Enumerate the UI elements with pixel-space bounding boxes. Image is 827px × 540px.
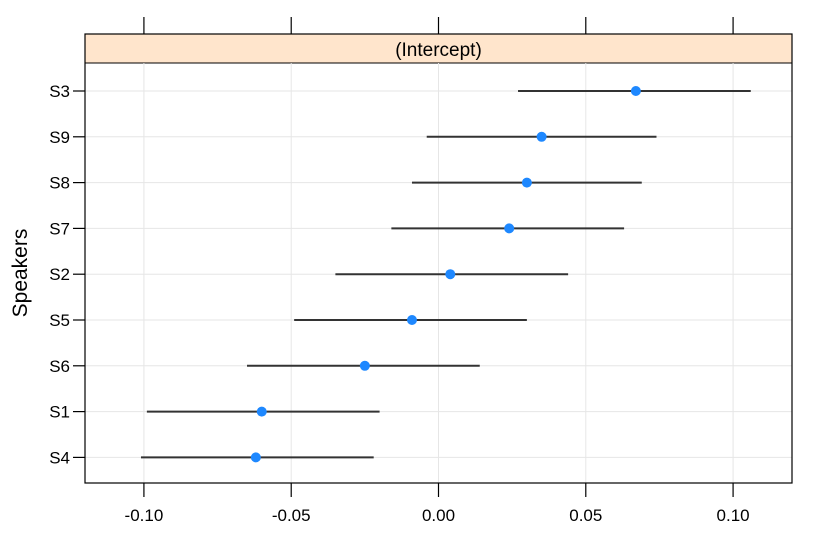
estimate-point	[630, 86, 641, 96]
estimate-point	[359, 360, 370, 371]
y-tick-label: S6	[49, 357, 70, 376]
y-axis-ticks	[73, 90, 85, 458]
estimate-point	[250, 452, 261, 463]
x-tick-label: 0.05	[569, 506, 602, 525]
estimate-point	[504, 223, 515, 234]
x-tick-label: -0.10	[125, 506, 164, 525]
top-axis-ticks	[143, 17, 734, 34]
y-tick-label: S7	[49, 219, 70, 238]
estimate-point	[406, 315, 417, 325]
y-tick-label: S8	[49, 174, 70, 193]
estimate-point	[521, 177, 532, 188]
estimate-point	[536, 131, 547, 142]
x-tick-labels: -0.10 -0.05 0.00 0.05 0.10	[125, 506, 750, 525]
y-axis-label: Speakers	[9, 229, 32, 318]
x-tick-label: 0.00	[422, 506, 455, 525]
strip-label: (Intercept)	[395, 40, 482, 61]
y-tick-label: S1	[49, 403, 70, 422]
x-tick-label: 0.10	[717, 506, 750, 525]
y-tick-label: S3	[49, 82, 70, 101]
y-tick-label: S2	[49, 265, 70, 284]
estimate-points	[250, 86, 641, 463]
y-tick-label: S4	[49, 448, 70, 467]
vertical-gridlines	[143, 63, 734, 483]
estimate-point	[256, 406, 267, 417]
strip-header	[84, 33, 793, 64]
y-tick-label: S9	[49, 128, 70, 147]
y-tick-label: S5	[49, 311, 70, 330]
x-axis-ticks	[143, 483, 734, 497]
y-tick-labels: S3 S9 S8 S7 S2 S5 S6 S1 S4	[49, 82, 70, 467]
x-tick-label: -0.05	[272, 506, 311, 525]
estimate-point	[445, 269, 456, 280]
